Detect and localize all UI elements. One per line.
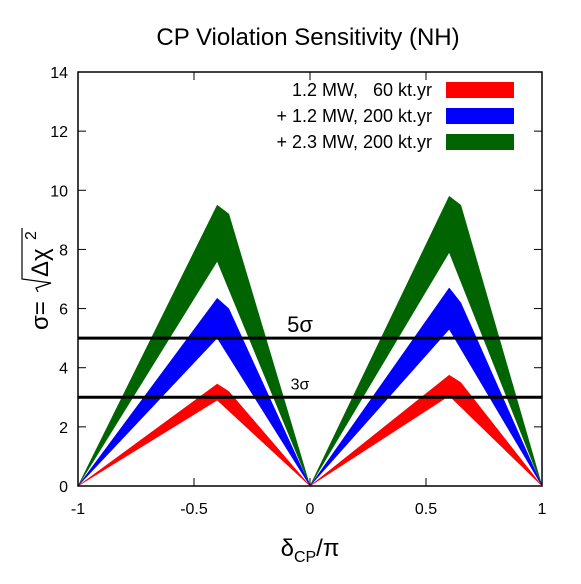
legend-label-1: + 1.2 MW, 200 kt.yr bbox=[276, 106, 432, 126]
y-axis-label: σ= Δχ 2 bbox=[21, 228, 54, 330]
y-tick-label-6: 12 bbox=[50, 124, 68, 141]
y-tick-label-2: 4 bbox=[59, 361, 68, 378]
y-tick-label-3: 6 bbox=[59, 302, 68, 319]
legend: 1.2 MW, 60 kt.yr + 1.2 MW, 200 kt.yr + 2.3… bbox=[276, 80, 514, 152]
legend-swatch-1 bbox=[446, 108, 514, 124]
y-tick-label-4: 8 bbox=[59, 242, 68, 259]
y-tick-label-5: 10 bbox=[50, 183, 68, 200]
y-axis-label-exponent: 2 bbox=[23, 231, 40, 240]
y-axis-label-radicand: Δχ bbox=[27, 248, 54, 277]
y-tick-label-0: 0 bbox=[59, 479, 68, 496]
x-axis-label-sub: CP bbox=[294, 549, 316, 566]
bands-layer bbox=[77, 195, 543, 487]
chart-title: CP Violation Sensitivity (NH) bbox=[156, 24, 459, 51]
x-tick-label-1: -0.5 bbox=[180, 501, 208, 518]
x-tick-label-0: -1 bbox=[71, 501, 85, 518]
legend-swatch-0 bbox=[446, 82, 514, 98]
y-tick-label-1: 2 bbox=[59, 420, 68, 437]
x-axis-label-suffix: /π bbox=[316, 535, 339, 562]
band-2 bbox=[77, 374, 543, 487]
x-axis-label-main: δ bbox=[281, 535, 294, 562]
reference-label-0: 5σ bbox=[287, 312, 313, 337]
x-axis-label: δCP/π bbox=[281, 535, 340, 566]
y-axis-label-prefix: σ= bbox=[27, 301, 54, 330]
band-0 bbox=[77, 195, 543, 487]
y-tick-label-7: 14 bbox=[50, 65, 68, 82]
y-axis-sqrt-sign bbox=[21, 228, 52, 293]
y-ticks-layer: 0 2 4 6 8 10 12 14 bbox=[50, 65, 542, 496]
x-ticks-layer: -1 -0.5 0 0.5 1 bbox=[71, 72, 547, 518]
x-tick-label-2: 0 bbox=[306, 501, 315, 518]
legend-label-2: + 2.3 MW, 200 kt.yr bbox=[276, 132, 432, 152]
legend-swatch-2 bbox=[446, 134, 514, 150]
legend-label-0: 1.2 MW, 60 kt.yr bbox=[292, 80, 432, 100]
x-tick-label-4: 1 bbox=[538, 501, 547, 518]
x-tick-label-3: 0.5 bbox=[415, 501, 437, 518]
reference-lines-layer: 5σ 3σ bbox=[78, 312, 542, 399]
reference-label-1: 3σ bbox=[291, 376, 310, 393]
